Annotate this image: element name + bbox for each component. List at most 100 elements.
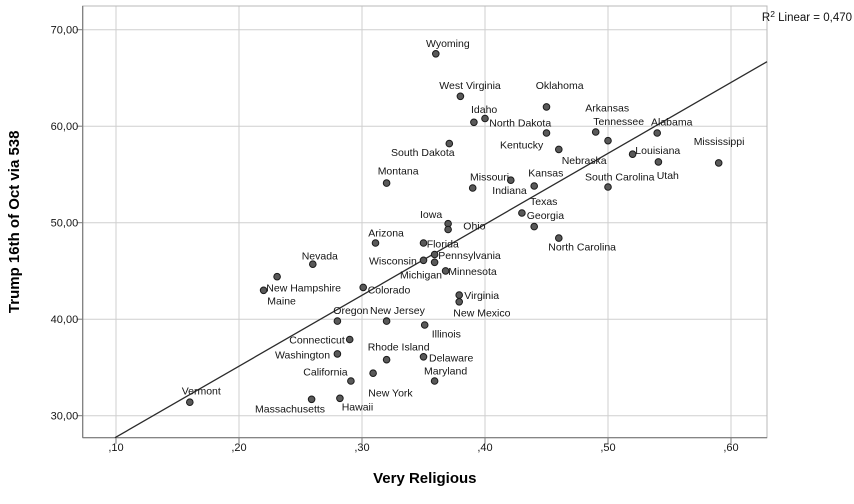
- data-point-label: Florida: [427, 238, 459, 250]
- y-axis-title: Trump 16th of Oct via 538: [6, 131, 23, 314]
- data-point-label: Montana: [378, 166, 419, 178]
- data-point: [530, 182, 539, 190]
- data-point: [333, 317, 342, 325]
- r2-value: Linear = 0,470: [775, 12, 852, 24]
- data-point: [430, 258, 439, 267]
- data-point: [456, 92, 465, 101]
- data-point: [273, 272, 281, 281]
- data-point: [653, 129, 662, 137]
- data-point-label: Vermont: [182, 385, 221, 397]
- axis-tick-labels: ,10 ,20 ,30 ,40 ,50 ,60 30,00 40,00 50,00 60,00 70…: [51, 25, 739, 455]
- x-tick-label: ,30: [354, 442, 369, 454]
- data-point-label: New York: [368, 388, 413, 400]
- point-labels: Vermont Maine New Hampshire Massachusetts Ne…: [182, 38, 745, 416]
- data-point: [555, 145, 563, 154]
- data-point: [591, 128, 600, 136]
- data-point: [259, 286, 268, 295]
- x-axis-title: Very Religious: [373, 470, 476, 487]
- data-point-label: Texas: [530, 196, 557, 208]
- data-point: [555, 234, 563, 242]
- data-point: [382, 317, 391, 325]
- data-point-label: New Mexico: [453, 308, 510, 320]
- data-point-label: Illinois: [432, 328, 461, 340]
- data-point-label: Michigan: [400, 269, 442, 281]
- data-point-label: Wisconsin: [369, 256, 417, 268]
- data-point: [444, 225, 452, 234]
- data-point: [604, 136, 612, 145]
- y-tick-label: 50,00: [51, 218, 79, 230]
- y-tick-label: 70,00: [51, 25, 79, 37]
- data-point-label: Connecticut: [289, 334, 345, 346]
- data-point-label: Rhode Island: [368, 342, 430, 354]
- data-point-label: Arkansas: [585, 102, 629, 114]
- data-point-label: Iowa: [420, 209, 442, 221]
- data-point-label: Ohio: [463, 221, 485, 233]
- r2-prefix: R: [762, 12, 770, 24]
- data-point-label: North Carolina: [548, 242, 616, 254]
- data-point: [507, 176, 515, 184]
- data-point-label: Kansas: [528, 167, 563, 179]
- data-point: [481, 114, 489, 123]
- data-point: [432, 50, 440, 58]
- y-tick-label: 30,00: [51, 411, 79, 423]
- data-point: [371, 239, 380, 247]
- data-point-label: South Dakota: [391, 147, 455, 159]
- data-point: [420, 321, 429, 329]
- regression-fit-line: [114, 61, 768, 439]
- x-tick-label: ,10: [108, 442, 123, 454]
- data-point: [470, 118, 478, 127]
- data-point: [468, 184, 477, 192]
- data-point: [542, 129, 551, 137]
- data-point-label: New Hampshire: [266, 282, 341, 294]
- data-point-label: Hawaii: [342, 402, 374, 414]
- data-point: [336, 394, 344, 403]
- data-point-label: South Carolina: [585, 172, 655, 184]
- data-point-label: Arizona: [368, 228, 404, 240]
- data-point-label: California: [303, 367, 348, 379]
- data-point-label: Wyoming: [426, 38, 470, 50]
- data-point: [430, 250, 439, 259]
- data-point: [419, 353, 428, 361]
- data-point-label: Nevada: [302, 250, 338, 262]
- data-point-label: New Jersey: [370, 305, 426, 317]
- y-tick-label: 40,00: [51, 314, 79, 326]
- data-point: [382, 179, 391, 187]
- data-point-label: Virginia: [464, 290, 499, 302]
- data-point-label: North Dakota: [489, 117, 551, 129]
- data-point-label: Kentucky: [500, 139, 544, 151]
- data-point-label: Georgia: [527, 210, 565, 222]
- data-point-label: Colorado: [368, 284, 411, 296]
- data-point-label: Massachusetts: [255, 404, 325, 416]
- r-squared-annotation: R2 Linear = 0,470: [762, 9, 852, 24]
- axis-ticks: [76, 29, 732, 444]
- data-point: [307, 395, 316, 404]
- data-point: [441, 267, 450, 275]
- data-point: [455, 298, 464, 306]
- data-point-label: Idaho: [471, 104, 497, 116]
- data-point-label: Tennessee: [593, 116, 644, 128]
- r2-superscript: 2: [770, 9, 775, 19]
- data-point-label: Delaware: [429, 352, 474, 364]
- data-point: [359, 283, 368, 292]
- data-point-label: Maine: [267, 296, 296, 308]
- data-point: [309, 260, 317, 269]
- data-point-label: Oklahoma: [536, 80, 584, 92]
- x-tick-label: ,20: [231, 442, 246, 454]
- regression-line: [114, 61, 768, 439]
- data-point: [369, 369, 377, 378]
- data-point: [430, 377, 439, 385]
- data-point: [445, 139, 454, 148]
- data-point-label: Washington: [275, 349, 330, 361]
- x-tick-label: ,40: [477, 442, 492, 454]
- data-point: [604, 183, 612, 191]
- data-point: [628, 150, 637, 158]
- data-point: [419, 256, 428, 265]
- data-point: [333, 350, 342, 358]
- gridlines: [82, 6, 767, 438]
- x-tick-label: ,50: [600, 442, 615, 454]
- data-point: [186, 398, 194, 407]
- data-point-label: Pennsylvania: [438, 250, 501, 262]
- data-point-label: Minnesota: [448, 266, 497, 278]
